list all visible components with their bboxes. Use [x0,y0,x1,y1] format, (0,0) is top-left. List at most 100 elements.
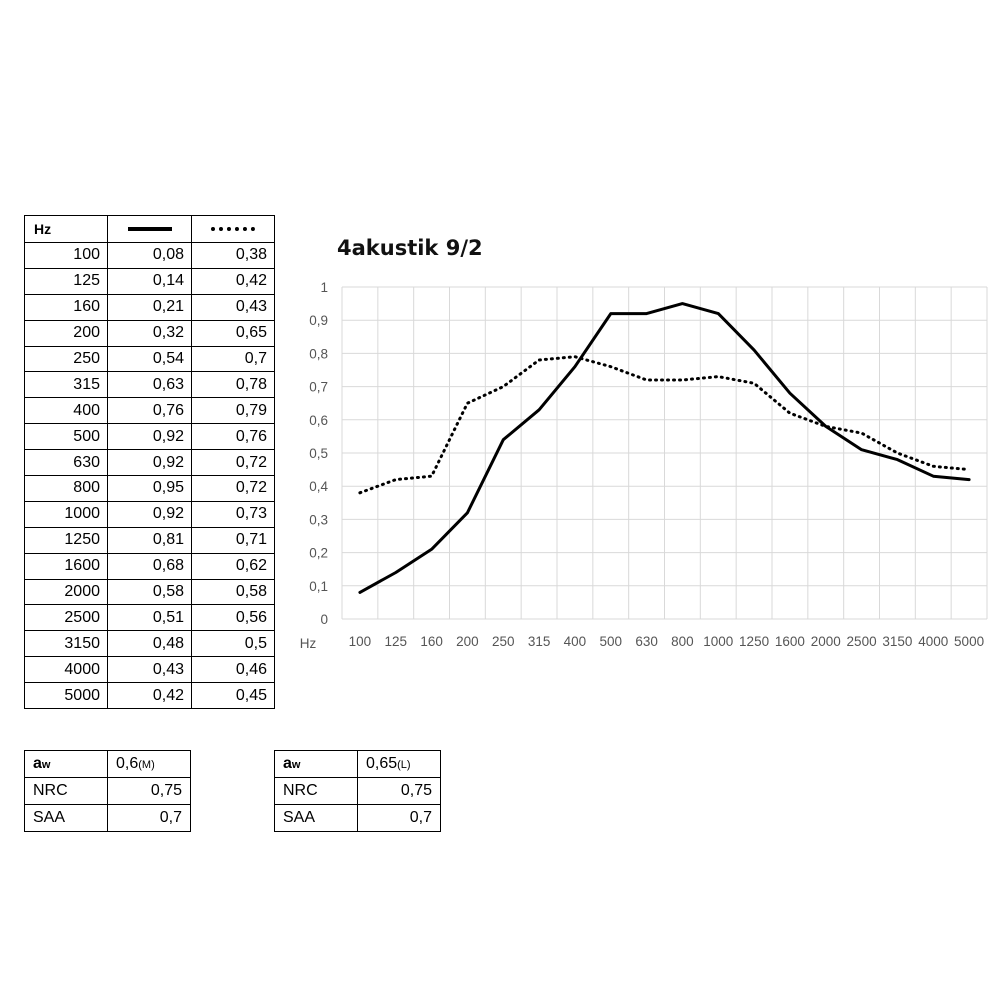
nrc-label: NRC [274,777,358,805]
frequency-cell: 2500 [24,604,108,632]
y-tick-label: 1 [320,280,328,295]
x-tick-label: 3150 [882,634,912,649]
solid-value-cell: 0,14 [107,267,192,295]
table-row: 250 0,54 0,7 [24,345,275,373]
legend-dotted-cell [191,215,275,243]
table-row: 315 0,63 0,78 [24,371,275,399]
x-tick-label: 160 [420,634,443,649]
x-tick-label: 200 [456,634,479,649]
table-row: 5000 0,42 0,45 [24,682,275,710]
dotted-value-cell: 0,72 [191,449,275,477]
dotted-value-cell: 0,42 [191,267,275,295]
dotted-value-cell: 0,5 [191,630,275,658]
rating-table-m: aw 0,6(M) NRC 0,75 SAA 0,7 [24,750,191,832]
aw-value: 0,65(L) [357,750,441,778]
aw-value: 0,6(M) [107,750,191,778]
table-row: 1600 0,68 0,62 [24,552,275,580]
solid-value-cell: 0,54 [107,345,192,373]
frequency-cell: 100 [24,242,108,269]
x-tick-label: 630 [635,634,658,649]
solid-value-cell: 0,58 [107,578,192,606]
frequency-cell: 3150 [24,630,108,658]
solid-value-cell: 0,08 [107,242,192,269]
nrc-row: NRC 0,75 [24,777,191,805]
nrc-value: 0,75 [107,777,191,805]
frequency-cell: 1000 [24,500,108,528]
frequency-cell: 200 [24,319,108,347]
aw-row: aw 0,6(M) [24,750,191,778]
saa-label: SAA [274,804,358,832]
dotted-value-cell: 0,58 [191,578,275,606]
saa-row: SAA 0,7 [274,804,441,832]
chart-title: 4akustik 9/2 [337,236,483,260]
table-row: 1000 0,92 0,73 [24,500,275,528]
solid-value-cell: 0,51 [107,604,192,632]
solid-value-cell: 0,92 [107,423,192,451]
x-tick-label: 125 [384,634,407,649]
dotted-value-cell: 0,38 [191,242,275,269]
table-row: 160 0,21 0,43 [24,293,275,321]
legend-solid-cell [107,215,192,243]
dotted-value-cell: 0,56 [191,604,275,632]
dotted-value-cell: 0,76 [191,423,275,451]
dotted-value-cell: 0,46 [191,656,275,684]
x-tick-label: 315 [528,634,551,649]
x-tick-label: 1250 [739,634,769,649]
frequency-cell: 1600 [24,552,108,580]
dotted-value-cell: 0,65 [191,319,275,347]
y-tick-label: 0,5 [309,446,328,461]
solid-value-cell: 0,32 [107,319,192,347]
frequency-cell: 1250 [24,526,108,554]
table-row: 200 0,32 0,65 [24,319,275,347]
x-tick-label: 400 [564,634,587,649]
x-tick-label: 250 [492,634,515,649]
nrc-label: NRC [24,777,108,805]
absorption-table: Hz 100 0,08 0,38 125 0,14 0,42 160 0,21 0,43 200 0… [24,215,275,710]
table-row: 1250 0,81 0,71 [24,526,275,554]
solid-value-cell: 0,43 [107,656,192,684]
solid-value-cell: 0,42 [107,682,192,710]
x-tick-label: 2500 [847,634,877,649]
frequency-cell: 4000 [24,656,108,684]
y-tick-label: 0,3 [309,512,328,527]
dotted-value-cell: 0,45 [191,682,275,710]
nrc-value: 0,75 [357,777,441,805]
aw-label: aw [24,750,108,778]
series-line-solid [358,302,971,594]
hz-header: Hz [24,215,108,243]
x-tick-label: 4000 [918,634,948,649]
table-row: 3150 0,48 0,5 [24,630,275,658]
table-row: 2500 0,51 0,56 [24,604,275,632]
nrc-row: NRC 0,75 [274,777,441,805]
solid-value-cell: 0,95 [107,475,192,502]
table-row: 4000 0,43 0,46 [24,656,275,684]
frequency-cell: 800 [24,475,108,502]
saa-value: 0,7 [107,804,191,832]
y-tick-label: 0,9 [309,313,328,328]
aw-label: aw [274,750,358,778]
dotted-value-cell: 0,79 [191,397,275,425]
table-row: 125 0,14 0,42 [24,267,275,295]
table-header-row: Hz [24,215,275,243]
y-tick-label: 0 [320,612,328,627]
frequency-cell: 125 [24,267,108,295]
table-row: 2000 0,58 0,58 [24,578,275,606]
table-row: 500 0,92 0,76 [24,423,275,451]
dotted-value-cell: 0,72 [191,475,275,502]
table-row: 630 0,92 0,72 [24,449,275,477]
frequency-cell: 2000 [24,578,108,606]
table-row: 400 0,76 0,79 [24,397,275,425]
table-row: 100 0,08 0,38 [24,242,275,269]
frequency-cell: 500 [24,423,108,451]
solid-value-cell: 0,21 [107,293,192,321]
y-tick-label: 0,4 [309,479,328,494]
legend-dotted-line [211,226,255,231]
frequency-cell: 315 [24,371,108,399]
x-tick-label: 1600 [775,634,805,649]
x-axis-label: Hz [300,636,317,651]
saa-label: SAA [24,804,108,832]
dotted-value-cell: 0,71 [191,526,275,554]
table-row: 800 0,95 0,72 [24,475,275,502]
dotted-value-cell: 0,78 [191,371,275,399]
solid-value-cell: 0,92 [107,500,192,528]
